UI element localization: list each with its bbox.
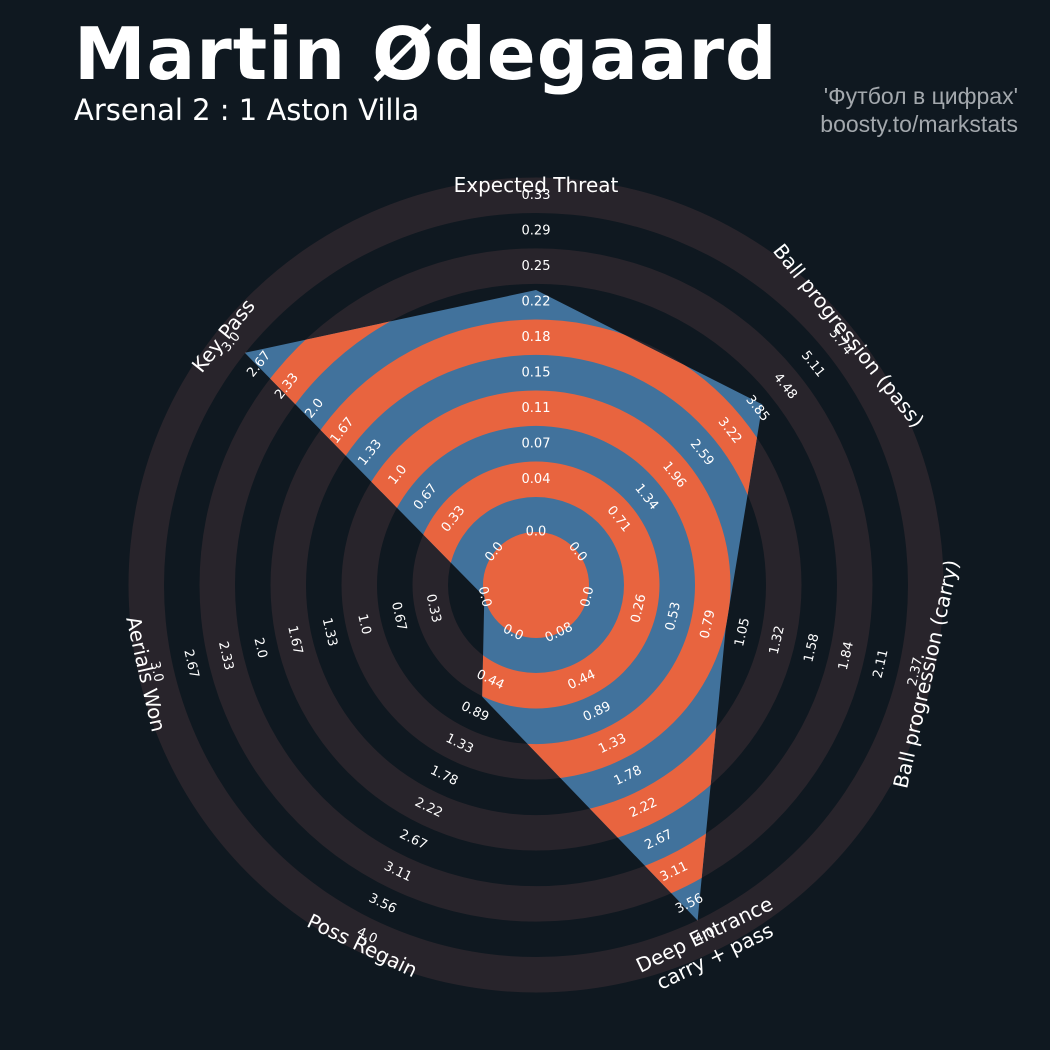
tick-label: 0.04: [522, 472, 551, 487]
tick-label: 1.33: [319, 616, 340, 648]
tick-label: 1.58: [801, 632, 822, 664]
tick-label: 0.53: [663, 601, 684, 633]
credit-line-1: 'Футбол в цифрах': [823, 83, 1018, 109]
polygon-stripe: [483, 532, 589, 638]
tick-label: 0.0: [578, 585, 597, 609]
tick-label: 3.0: [147, 660, 166, 684]
tick-label: 0.0: [475, 585, 494, 609]
tick-label: 0.15: [522, 366, 551, 381]
match-subtitle: Arsenal 2 : 1 Aston Villa: [74, 93, 420, 127]
tick-label: 2.67: [397, 827, 430, 853]
tick-label: 0.07: [522, 437, 551, 452]
tick-label: 1.78: [428, 763, 461, 789]
player-name-title: Martin Ødegaard: [74, 12, 778, 96]
player-polygon: [244, 290, 763, 921]
tick-label: 0.67: [388, 601, 409, 633]
tick-label: 2.67: [180, 648, 201, 680]
tick-label: 0.0: [526, 525, 547, 540]
tick-label: 0.29: [522, 224, 551, 239]
tick-label: 1.05: [732, 616, 753, 648]
tick-label: 1.67: [284, 624, 305, 656]
tick-label: 0.26: [628, 593, 649, 625]
tick-label: 0.22: [522, 295, 551, 310]
tick-label: 0.79: [698, 609, 719, 641]
tick-label: 1.84: [836, 640, 857, 672]
tick-label: 0.33: [423, 593, 444, 625]
tick-label: 1.0: [354, 613, 373, 637]
tick-label: 2.33: [215, 640, 236, 672]
tick-label: 0.33: [522, 188, 551, 203]
tick-label: 5.11: [798, 348, 828, 380]
tick-label: 3.56: [366, 891, 399, 917]
tick-label: 2.11: [871, 648, 892, 680]
credit-line-2: boosty.to/markstats: [820, 111, 1018, 137]
tick-label: 0.89: [459, 699, 492, 725]
parameter-label: Deep Entrancecarry + pass: [632, 892, 787, 1000]
tick-label: 0.18: [522, 330, 551, 345]
tick-label: 1.32: [767, 624, 788, 656]
tick-label: 2.0: [250, 636, 269, 660]
tick-label: 0.25: [522, 259, 551, 274]
tick-label: 0.11: [522, 401, 551, 416]
parameter-label: Expected Threat: [454, 173, 619, 197]
tick-label: 2.37: [905, 656, 926, 688]
